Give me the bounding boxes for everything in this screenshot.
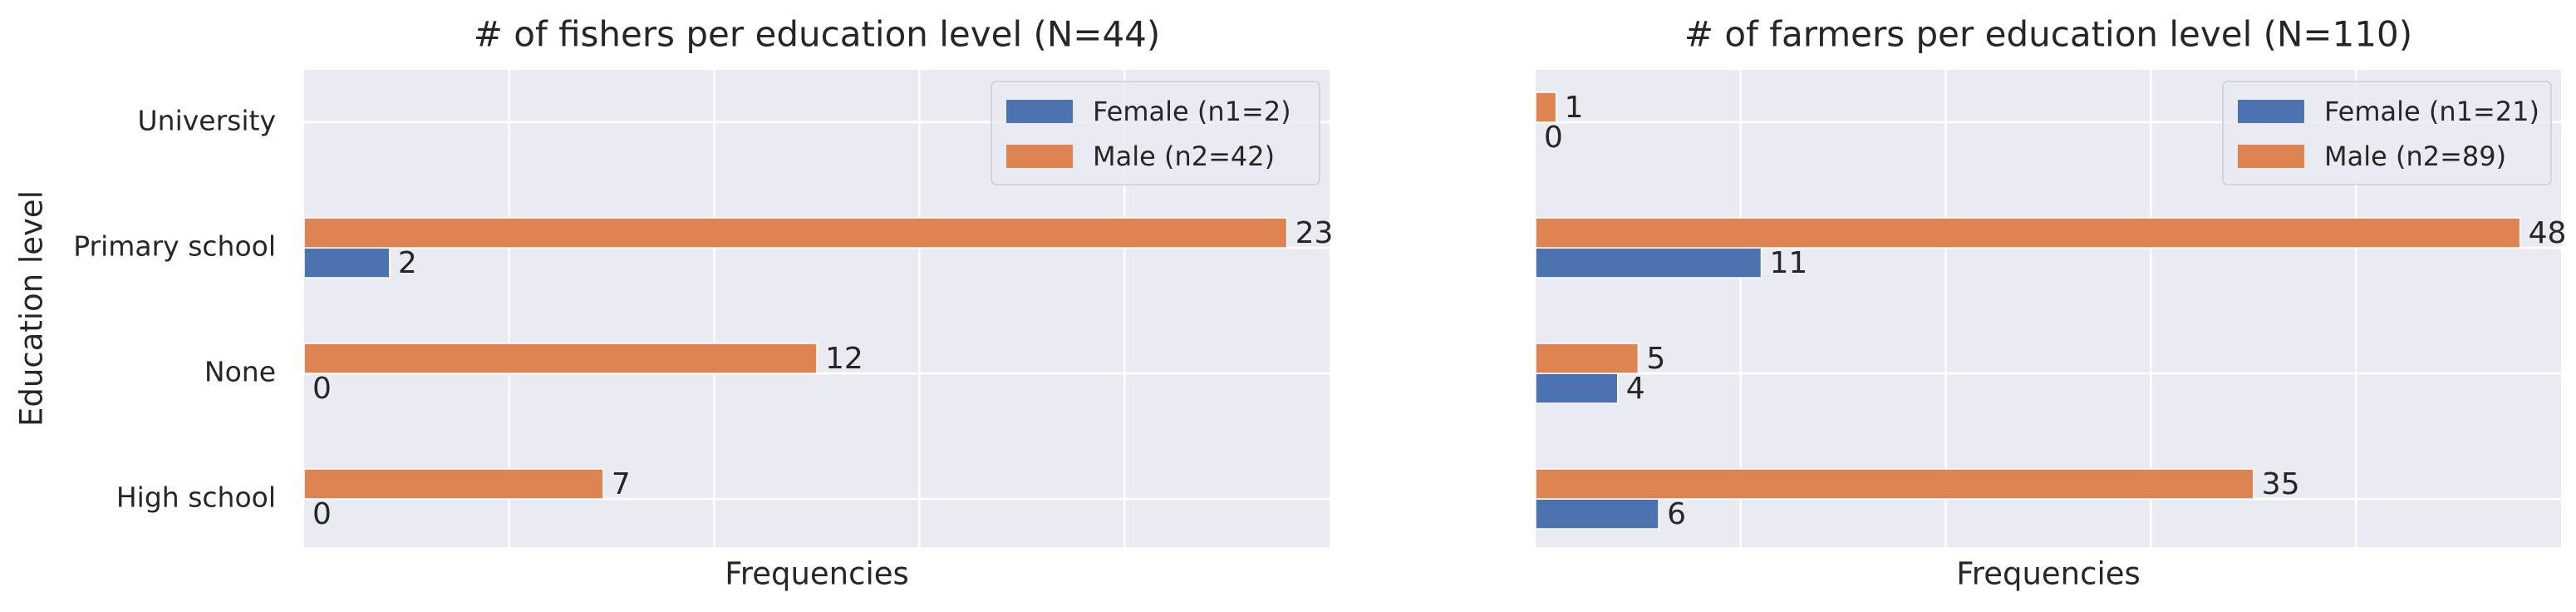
- chart-2-bar-high-school-female: [1535, 498, 1659, 530]
- y-tick-label-primary-school: Primary school: [73, 230, 276, 263]
- chart-2-value-label: 6: [1667, 497, 1686, 531]
- chart-2-value-label: 35: [2262, 467, 2300, 501]
- chart-2-legend-swatch: [2238, 145, 2304, 168]
- chart-2-bar-primary-school-male: [1535, 217, 2521, 249]
- chart-2-legend: [2222, 81, 2552, 185]
- chart-2-legend-label: Female (n1=21): [2324, 96, 2539, 127]
- chart-2-bar-high-school-male: [1535, 468, 2254, 500]
- chart-2-bar-primary-school-female: [1535, 247, 1762, 279]
- chart-1-y-axis-label: Education level: [14, 190, 50, 427]
- y-tick-label-university: University: [138, 105, 276, 137]
- chart-1-value-label: 23: [1295, 216, 1334, 250]
- chart-1-value-label: 12: [825, 342, 863, 376]
- chart-2-bar-none-male: [1535, 343, 1639, 374]
- y-tick-label-high-school: High school: [116, 481, 276, 514]
- chart-1-value-label: 2: [398, 246, 417, 280]
- chart-2-value-label: 1: [1565, 91, 1584, 125]
- chart-1-bar-high-school-male: [303, 468, 604, 500]
- chart-2-legend-label: Male (n2=89): [2324, 141, 2506, 172]
- chart-1-bar-primary-school-male: [303, 217, 1288, 249]
- y-tick-label-none: None: [204, 356, 276, 388]
- chart-1-x-axis-label: Frequencies: [725, 556, 909, 592]
- chart-1-bar-none-male: [303, 343, 818, 374]
- chart-2-value-label: 48: [2529, 216, 2567, 250]
- chart-2-value-label: 11: [1769, 246, 1807, 280]
- chart-2-x-axis-label: Frequencies: [1956, 556, 2141, 592]
- chart-1-value-label: 0: [312, 372, 332, 406]
- chart-1-legend-swatch: [1006, 100, 1073, 123]
- chart-1-value-label: 0: [312, 497, 332, 531]
- chart-2-title: # of farmers per education level (N=110): [1684, 14, 2412, 55]
- chart-2-bar-none-female: [1535, 373, 1619, 404]
- chart-1-legend-label: Female (n1=2): [1093, 96, 1291, 127]
- chart-1-bar-primary-school-female: [303, 247, 391, 279]
- chart-2-bar-university-male: [1535, 91, 1557, 123]
- chart-1-value-label: 7: [612, 467, 631, 501]
- chart-1-legend-label: Male (n2=42): [1093, 141, 1275, 172]
- chart-2-legend-swatch: [2238, 100, 2304, 123]
- chart-2-value-label: 0: [1544, 121, 1563, 155]
- chart-1-title: # of fishers per education level (N=44): [474, 14, 1161, 55]
- chart-1-legend-swatch: [1006, 145, 1073, 168]
- chart-2-value-label: 4: [1626, 372, 1645, 406]
- chart-1-legend: [991, 81, 1320, 185]
- chart-2-value-label: 5: [1646, 342, 1665, 376]
